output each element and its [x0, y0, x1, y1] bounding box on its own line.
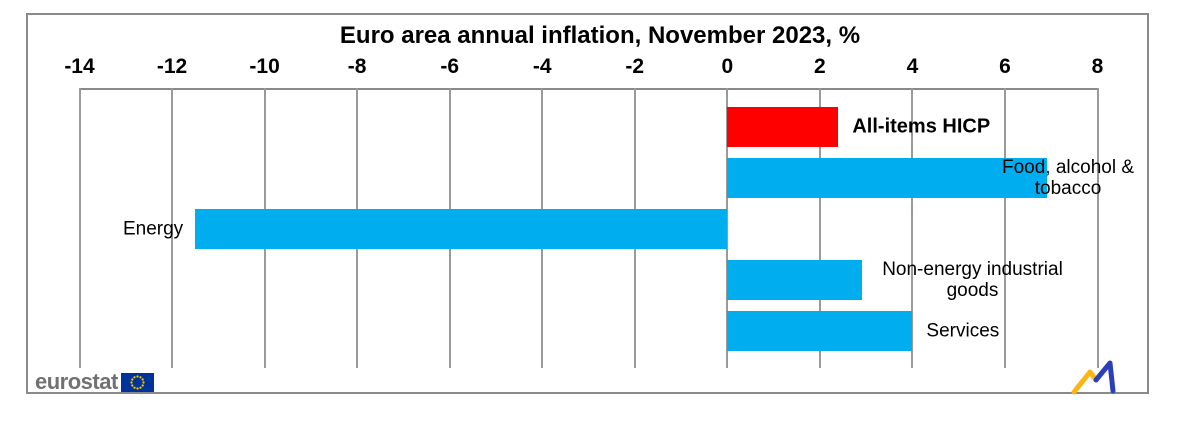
x-tick-label: 8 [1091, 55, 1104, 78]
x-tick-label: 4 [906, 55, 919, 78]
bar-label: Food, alcohol & tobacco [1001, 157, 1135, 199]
bar-services [727, 311, 913, 351]
gridline [1096, 88, 1099, 368]
eurostat-logo: eurostat [35, 371, 154, 393]
chart-border [26, 13, 1149, 394]
bar-label: Non-energy industrial goods [882, 259, 1063, 301]
x-tick-label: -4 [532, 55, 552, 78]
gridline [78, 88, 81, 368]
eurostat-wordmark: eurostat [35, 369, 118, 394]
x-tick-label: 2 [814, 55, 826, 78]
bar-non-energy-industrial-goods [727, 260, 862, 300]
x-tick-label: -12 [156, 55, 188, 78]
gridline [171, 88, 174, 368]
gridline [1003, 88, 1006, 368]
x-tick-label: 0 [721, 55, 734, 78]
x-tick-label: -14 [64, 55, 95, 78]
gridline [911, 88, 914, 368]
bar-all-items-hicp [727, 107, 839, 147]
chart-title: Euro area annual inflation, November 202… [339, 22, 861, 49]
line-chart-icon [1071, 360, 1116, 395]
x-tick-label: 6 [999, 55, 1011, 78]
eu-flag-icon [120, 372, 154, 392]
bar-food-alcohol-tobacco [727, 158, 1047, 198]
x-tick-label: -6 [440, 55, 460, 78]
x-tick-label: -8 [347, 55, 367, 78]
x-tick-label: -2 [625, 55, 645, 78]
bar-label: All-items HICP [852, 115, 991, 138]
gridline [818, 88, 821, 368]
bar-energy [195, 209, 728, 249]
bar-label: Services [926, 320, 1000, 342]
x-tick-label: -10 [249, 55, 280, 78]
bar-label: Energy [122, 218, 184, 240]
x-axis-line [79, 88, 1098, 90]
gridline [726, 88, 729, 368]
